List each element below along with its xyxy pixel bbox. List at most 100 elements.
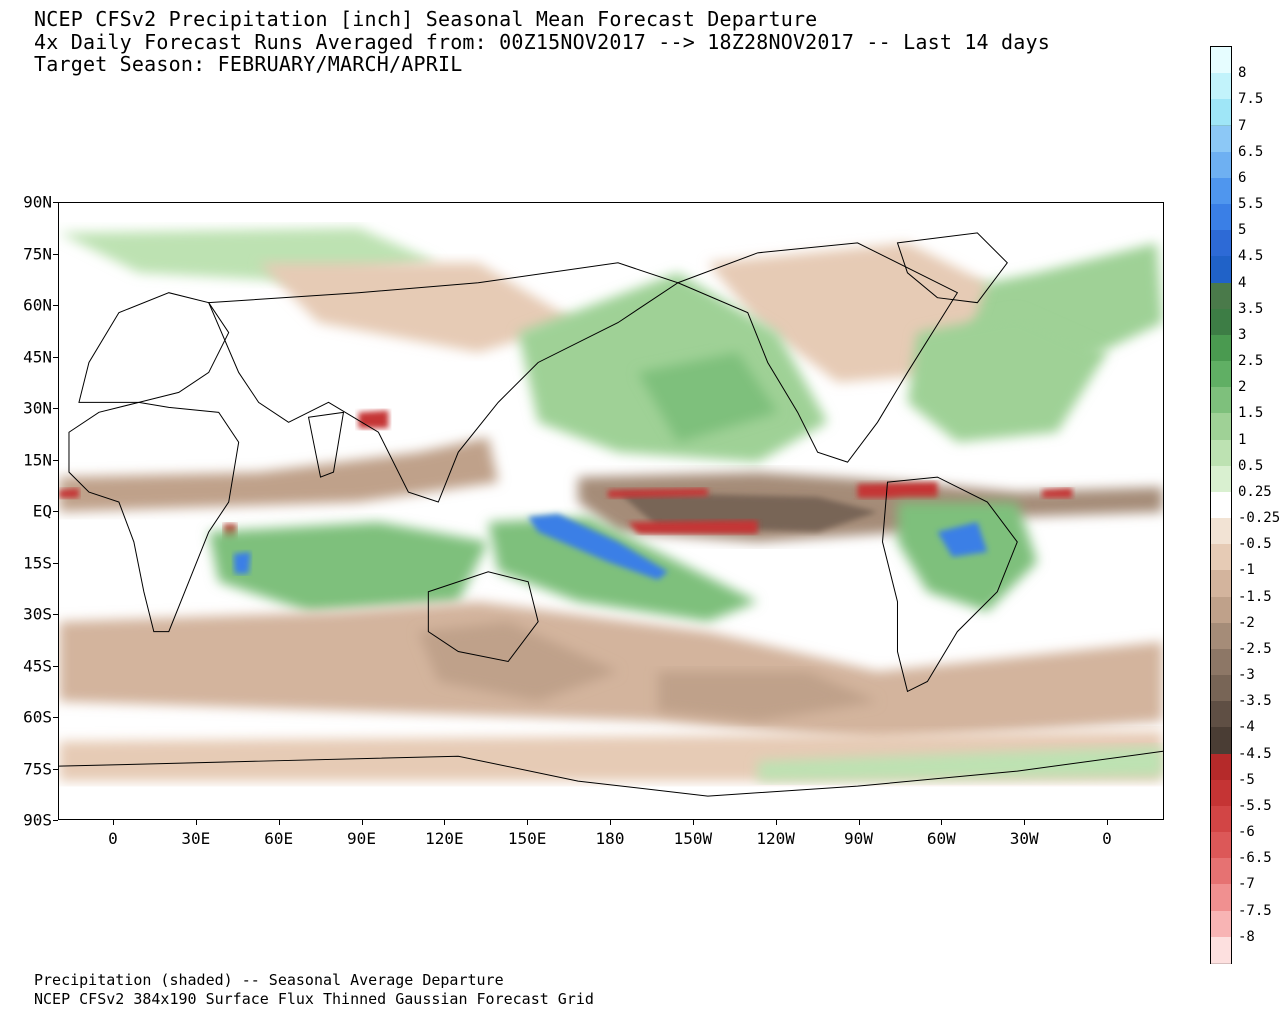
- colorbar-label: 7.5: [1238, 91, 1264, 108]
- colorbar-label: -4.5: [1238, 745, 1272, 762]
- indian-ocean-wet-band: [208, 521, 489, 612]
- colorbar-swatch: [1211, 832, 1231, 860]
- colorbar-label: 0.5: [1238, 457, 1264, 474]
- lat-tick: [53, 459, 58, 461]
- lat-label: 30S: [23, 604, 52, 624]
- colorbar-label: -8: [1238, 928, 1255, 945]
- title-line-2: 4x Daily Forecast Runs Averaged from: 00…: [34, 30, 1051, 54]
- lat-tick: [53, 356, 58, 358]
- colorbar-swatch: [1211, 334, 1231, 363]
- colorbar-label: -7.5: [1238, 902, 1272, 919]
- lat-tick: [53, 253, 58, 255]
- lat-tick: [53, 820, 58, 821]
- colorbar-label: -5.5: [1238, 797, 1272, 814]
- colorbar-swatch: [1211, 884, 1231, 912]
- colorbar: [1210, 46, 1232, 964]
- colorbar-swatch: [1211, 570, 1231, 598]
- colorbar-swatch: [1211, 779, 1231, 807]
- colorbar-label: 0.25: [1238, 483, 1272, 500]
- asia-dry-area: [258, 262, 579, 353]
- lat-label: EQ: [32, 501, 52, 521]
- colorbar-swatch: [1211, 204, 1231, 232]
- lon-tick: [527, 820, 529, 825]
- lon-label: 0: [108, 829, 118, 848]
- lon-tick: [858, 820, 860, 825]
- colorbar-label: 5.5: [1238, 196, 1264, 213]
- lat-label: 45N: [23, 347, 52, 366]
- colorbar-label: -1: [1238, 562, 1255, 579]
- precip-map: [59, 227, 1163, 797]
- south-america-coastline: [882, 476, 1018, 693]
- colorbar-label: -0.25: [1238, 510, 1280, 527]
- lon-label: 60E: [264, 829, 294, 848]
- footer-line-2: NCEP CFSv2 384x190 Surface Flux Thinned …: [34, 990, 594, 1008]
- colorbar-swatch: [1211, 125, 1231, 153]
- colorbar-swatch: [1211, 622, 1231, 650]
- europe-coastline: [78, 292, 230, 403]
- lat-tick: [53, 562, 58, 564]
- lon-label: 90W: [844, 829, 873, 848]
- amazon-wet-area: [897, 502, 1038, 612]
- colorbar-swatch: [1211, 439, 1231, 467]
- colorbar-label: -4: [1238, 719, 1255, 736]
- colorbar-swatch: [1211, 308, 1231, 336]
- colorbar-label: 4.5: [1238, 248, 1264, 265]
- lon-label: 120E: [425, 829, 464, 848]
- colorbar-swatch: [1211, 491, 1231, 520]
- colorbar-swatch: [1211, 675, 1231, 703]
- lat-label: 75S: [23, 759, 52, 778]
- shaded-anomaly-field: [59, 227, 1163, 782]
- colorbar-label: -3: [1238, 667, 1255, 684]
- colorbar-label: 4: [1238, 274, 1247, 291]
- india-coastline: [307, 411, 345, 478]
- lon-tick: [1024, 820, 1026, 825]
- lon-label: 180: [595, 829, 625, 848]
- colorbar-label: 2.5: [1238, 353, 1264, 370]
- colorbar-label: -1.5: [1238, 588, 1272, 605]
- colorbar-swatch: [1211, 936, 1231, 964]
- lat-label: 60N: [23, 295, 52, 315]
- colorbar-label: 1.5: [1238, 405, 1264, 422]
- title-line-1: NCEP CFSv2 Precipitation [inch] Seasonal…: [34, 7, 818, 31]
- lon-label: 150E: [507, 829, 547, 848]
- colorbar-label: -2: [1238, 614, 1255, 631]
- lat-tick: [53, 717, 58, 718]
- lat-tick: [53, 202, 58, 203]
- asia-coastline: [207, 262, 680, 503]
- colorbar-swatch: [1211, 99, 1231, 127]
- colorbar-label: 3: [1238, 326, 1247, 343]
- colorbar-label: 5: [1238, 222, 1247, 239]
- coastlines: [59, 232, 1163, 797]
- colorbar-swatch: [1211, 858, 1231, 886]
- central-pacific-dry-core: [627, 519, 758, 534]
- lat-label: 75N: [23, 244, 52, 263]
- colorbar-label: -6.5: [1238, 850, 1272, 867]
- lon-label: 0: [1102, 829, 1112, 848]
- lat-tick: [53, 511, 58, 512]
- lon-label: 150W: [673, 829, 713, 848]
- lat-tick: [53, 768, 58, 770]
- lon-tick: [113, 820, 114, 825]
- colorbar-swatch: [1211, 753, 1231, 781]
- colorbar-swatch: [1211, 648, 1231, 677]
- lat-label: 60S: [23, 707, 52, 727]
- footer-line-1: Precipitation (shaded) -- Seasonal Avera…: [34, 971, 504, 989]
- colorbar-label: 2: [1238, 379, 1247, 396]
- lat-label: 90N: [23, 192, 52, 212]
- colorbar-label: -7: [1238, 876, 1255, 893]
- colorbar-swatch: [1211, 151, 1231, 179]
- colorbar-swatch: [1211, 413, 1231, 441]
- lon-label: 60W: [926, 829, 956, 848]
- colorbar-label: 6.5: [1238, 143, 1264, 160]
- colorbar-swatch: [1211, 596, 1231, 624]
- colorbar-label: 7: [1238, 117, 1247, 134]
- spcz-wet-core: [528, 513, 668, 580]
- colorbar-swatch: [1211, 518, 1231, 546]
- colorbar-label: -5: [1238, 771, 1255, 788]
- colorbar-label: 8: [1238, 65, 1247, 82]
- colorbar-label: 1: [1238, 431, 1247, 448]
- africa-coastline: [68, 401, 240, 633]
- australia-coastline: [427, 571, 539, 663]
- lon-tick: [941, 820, 943, 825]
- lon-tick: [610, 820, 611, 825]
